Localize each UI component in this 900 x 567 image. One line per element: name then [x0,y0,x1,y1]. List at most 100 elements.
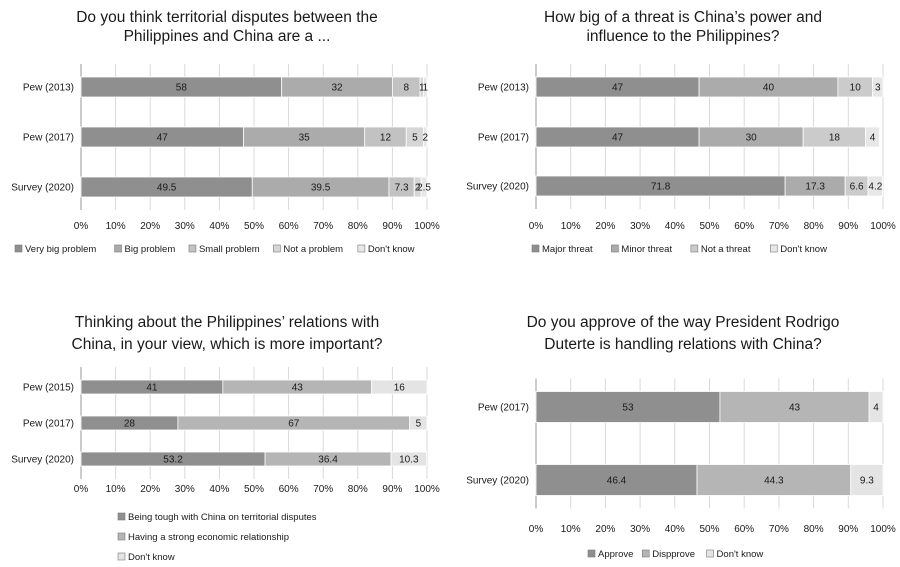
legend-swatch [188,244,197,253]
category-label: Pew (2017) [478,133,529,144]
x-tick-label: 50% [699,524,719,535]
legend-swatch [531,244,540,253]
x-tick-label: 70% [313,484,333,495]
x-tick-label: 40% [665,524,685,535]
legend-label: Having a strong economic relationship [128,532,289,543]
data-label: 35 [299,133,311,144]
data-label: 53 [622,403,634,414]
data-label: 40 [763,83,775,94]
chart-title-line: China, in your view, which is more impor… [72,336,383,353]
legend-swatch [117,552,126,561]
category-label: Survey (2020) [466,182,529,193]
x-tick-label: 90% [382,221,402,232]
x-tick-label: 50% [699,221,719,232]
x-tick-label: 20% [140,221,160,232]
data-label: 5 [416,419,422,430]
legend-swatch [273,244,281,253]
data-label: 6.6 [850,182,864,193]
category-label: Survey (2020) [466,476,529,487]
x-tick-label: 50% [244,221,264,232]
x-tick-label: 60% [734,524,754,535]
category-label: Pew (2017) [23,133,74,144]
x-tick-label: 40% [209,484,229,495]
bar-segment [423,126,428,148]
legend-label: Not a problem [283,244,343,255]
category-label: Pew (2015) [23,383,74,394]
x-tick-label: 90% [382,484,402,495]
x-tick-label: 60% [734,221,754,232]
data-label: 58 [176,83,188,94]
x-tick-label: 40% [209,221,229,232]
category-label: Pew (2017) [23,419,74,430]
legend-label: Being tough with China on territorial di… [128,512,317,523]
data-label: 1 [422,83,428,94]
data-label: 4.2 [868,182,882,193]
chart-title-line: Do you think territorial disputes betwee… [76,9,378,26]
x-tick-label: 80% [804,524,824,535]
data-label: 47 [612,83,624,94]
x-tick-label: 100% [414,221,440,232]
data-label: 36.4 [318,455,338,466]
legend-label: Don't know [128,552,175,563]
x-tick-label: 20% [595,221,615,232]
data-label: 49.5 [157,183,177,194]
data-label: 9.3 [860,476,874,487]
data-label: 17.3 [805,182,825,193]
legend-swatch [14,244,23,253]
data-label: 28 [124,419,136,430]
legend-swatch [690,244,699,253]
bar-segment [409,415,428,431]
x-tick-label: 50% [244,484,264,495]
legend-label: Not a threat [701,244,751,255]
legend-swatch [357,244,366,253]
data-label: 4 [873,403,879,414]
x-tick-label: 10% [561,221,581,232]
data-label: 53.2 [163,455,183,466]
bar-segment [423,76,428,98]
legend-label: Major threat [542,244,593,255]
data-label: 7.3 [395,183,409,194]
data-label: 16 [394,383,406,394]
x-tick-label: 80% [804,221,824,232]
data-label: 43 [292,383,304,394]
chart-3: Thinking about the Philippines’ relation… [11,314,440,563]
x-tick-label: 20% [140,484,160,495]
legend-label: Don't know [717,549,764,560]
bar-segment [867,175,884,197]
x-tick-label: 40% [665,221,685,232]
x-tick-label: 100% [414,484,440,495]
chart-title-line: influence to the Philippines? [586,28,779,45]
x-tick-label: 0% [74,484,89,495]
chart-title-line: How big of a threat is China’s power and [544,9,822,26]
bar-segment [850,464,884,496]
x-tick-label: 30% [175,221,195,232]
x-tick-label: 30% [630,221,650,232]
bar-segment [371,379,428,395]
chart-title-line: Duterte is handling relations with China… [544,336,822,353]
data-label: 2 [422,133,428,144]
x-tick-label: 0% [529,221,544,232]
chart-2: How big of a threat is China’s power and… [466,9,896,255]
legend-label: Minor threat [621,244,672,255]
data-label: 39.5 [311,183,331,194]
x-tick-label: 30% [630,524,650,535]
legend-swatch [117,512,126,521]
x-tick-label: 0% [529,524,544,535]
data-label: 44.3 [764,476,784,487]
x-tick-label: 100% [870,221,896,232]
x-tick-label: 80% [348,484,368,495]
bar-segment [535,391,721,423]
data-label: 41 [146,383,158,394]
x-tick-label: 30% [175,484,195,495]
x-tick-label: 60% [279,221,299,232]
data-label: 67 [288,419,300,430]
bar-segment [872,76,884,98]
chart-title-line: Thinking about the Philippines’ relation… [75,314,379,331]
data-label: 5 [412,133,418,144]
category-label: Pew (2013) [23,83,74,94]
data-label: 71.8 [651,182,671,193]
data-label: 12 [380,133,392,144]
x-tick-label: 10% [106,484,126,495]
bar-segment [420,176,428,198]
